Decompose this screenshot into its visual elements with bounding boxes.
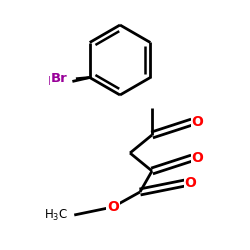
Text: Br: Br <box>48 75 65 88</box>
Text: H$_3$C: H$_3$C <box>44 208 68 222</box>
Text: O: O <box>107 200 119 214</box>
Text: Br: Br <box>50 72 67 85</box>
Text: O: O <box>184 176 196 190</box>
Text: O: O <box>192 151 203 165</box>
Text: O: O <box>192 115 203 129</box>
